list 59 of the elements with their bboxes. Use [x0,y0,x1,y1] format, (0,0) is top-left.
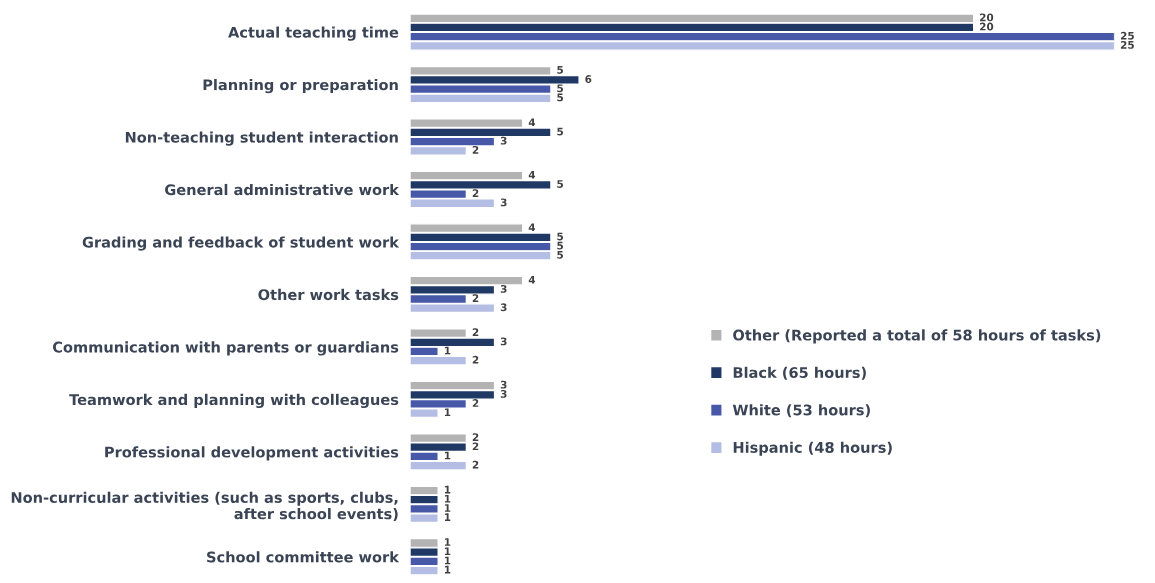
legend-label: Black (65 hours) [733,366,866,380]
y-tick-label: Other work tasks [258,288,399,301]
legend-label: Hispanic (48 hours) [733,441,892,456]
data-label: 3 [500,198,507,207]
data-label: 2 [472,460,479,469]
data-label: 4 [528,118,536,127]
data-label: 1 [444,547,451,556]
data-label: 5 [557,180,564,188]
data-label: 1 [444,556,451,565]
data-label: 2 [472,433,479,441]
legend-label: Other (Reported a total of 58 hours of tasks) [733,329,1101,344]
data-label: 2 [472,328,479,336]
data-label: 4 [528,223,536,232]
data-label: 2 [472,442,479,451]
data-label: 3 [500,380,507,389]
data-label: 2 [472,294,479,302]
y-tick-label: Non-teaching student interaction [125,131,398,146]
data-label: 1 [444,565,451,574]
data-label: 3 [500,136,507,145]
legend-label: White (53 hours) [732,404,870,418]
data-label: 6 [585,75,592,83]
data-label: 2 [472,145,479,154]
data-label: 1 [444,538,451,546]
data-label: 5 [557,66,564,74]
data-label: 2 [472,355,479,364]
data-label: 4 [528,275,536,284]
data-label: 20 [980,22,994,31]
data-label: 25 [1120,40,1134,49]
data-label: 5 [557,241,564,250]
data-label: 3 [500,389,507,398]
y-tick-label: Non-curricular activities (such as sports, clubs, after school events) [11,491,398,522]
data-label: 3 [500,284,507,293]
data-label: 1 [444,504,451,512]
y-tick-label: Planning or preparation [203,78,398,94]
data-label: 3 [500,337,507,346]
data-label: 2 [472,399,479,407]
data-label: 1 [444,451,451,460]
data-label: 1 [444,485,451,494]
data-label: 20 [980,13,994,22]
y-tick-label: Teamwork and planning with colleagues [69,393,399,409]
data-label: 5 [557,251,564,259]
data-label: 4 [528,170,536,179]
y-tick-label: General administrative work [165,183,400,196]
data-label: 25 [1120,31,1134,40]
data-label: 2 [472,189,479,197]
y-tick-label: School committee work [207,551,400,563]
data-label: 5 [557,232,564,241]
y-tick-label: Actual teaching time [228,26,399,41]
data-label: 5 [557,93,564,102]
y-tick-label: Grading and feedback of student work [82,236,400,251]
y-tick-label: Communication with parents or guardians [52,341,399,356]
data-label: 3 [500,303,507,312]
data-label: 5 [557,84,564,93]
data-label: 1 [444,513,451,521]
data-label: 5 [557,127,564,136]
data-label: 1 [444,494,451,503]
y-tick-label: Professional development activities [105,446,399,461]
data-label: 1 [444,346,451,355]
data-label: 1 [444,408,451,416]
